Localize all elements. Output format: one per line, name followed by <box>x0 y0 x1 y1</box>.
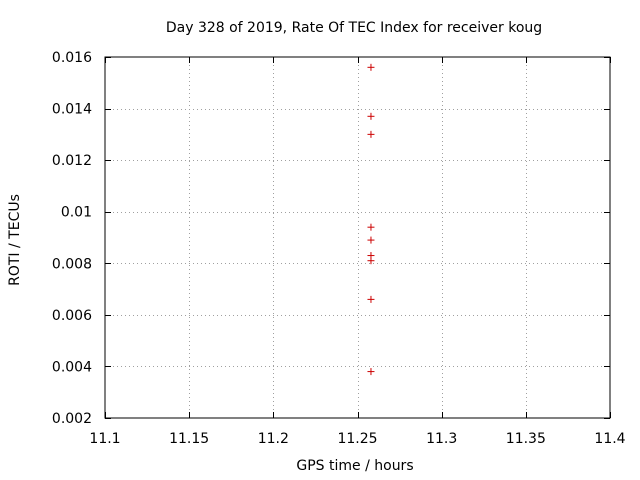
y-tick-label: 0.002 <box>52 411 92 427</box>
y-tick-label: 0.004 <box>52 359 92 375</box>
data-points <box>367 63 375 376</box>
data-point <box>367 295 375 303</box>
y-axis-label: ROTI / TECUs <box>7 194 23 286</box>
x-tick-label: 11.4 <box>594 431 625 447</box>
x-tick-label: 11.25 <box>337 431 377 447</box>
y-tick-label: 0.008 <box>52 256 92 272</box>
y-tick-labels: 0.002 0.004 0.006 0.008 0.01 0.012 0.014 0.016 <box>52 50 92 427</box>
axis-ticks <box>105 57 611 419</box>
data-point <box>367 236 375 244</box>
data-point <box>367 130 375 138</box>
grid-lines <box>105 57 610 418</box>
data-point <box>367 368 375 376</box>
data-point <box>367 112 375 120</box>
chart-title: Day 328 of 2019, Rate Of TEC Index for r… <box>166 20 542 36</box>
x-tick-labels: 11.1 11.15 11.2 11.25 11.3 11.35 11.4 <box>89 431 625 447</box>
y-tick-label: 0.006 <box>52 308 92 324</box>
x-tick-label: 11.1 <box>89 431 120 447</box>
y-tick-label: 0.01 <box>61 205 92 221</box>
x-tick-label: 11.35 <box>506 431 546 447</box>
y-tick-label: 0.012 <box>52 153 92 169</box>
x-tick-label: 11.2 <box>258 431 289 447</box>
data-point <box>367 63 375 71</box>
data-point <box>367 257 375 265</box>
x-axis-label: GPS time / hours <box>296 458 413 474</box>
data-point <box>367 223 375 231</box>
plot-frame <box>104 56 611 419</box>
y-tick-label: 0.016 <box>52 50 92 66</box>
y-tick-label: 0.014 <box>52 102 92 118</box>
x-tick-label: 11.15 <box>169 431 209 447</box>
x-tick-label: 11.3 <box>426 431 457 447</box>
